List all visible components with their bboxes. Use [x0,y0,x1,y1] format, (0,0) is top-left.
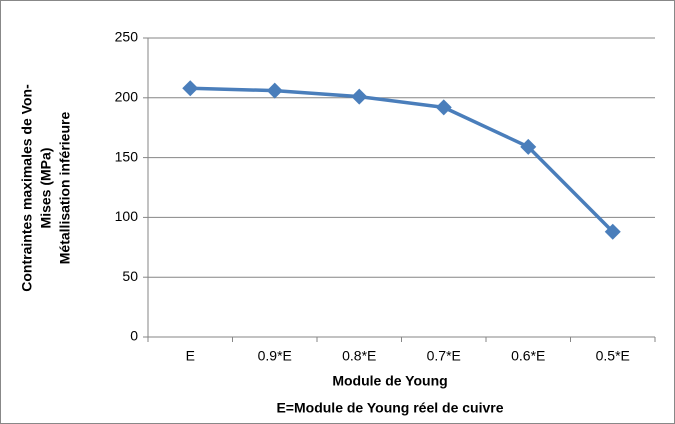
marker [351,88,368,105]
x-axis-label: E=Module de Young réel de cuivre [276,400,503,416]
x-tick-label: 0.9*E [258,348,292,364]
y-tick-label: 0 [130,328,138,344]
marker [520,138,537,155]
y-tick-label: 250 [115,29,139,45]
x-tick-label: E [186,348,195,364]
y-tick-label: 100 [115,208,139,224]
y-tick-label: 150 [115,148,139,164]
x-tick-label: 0.5*E [596,348,630,364]
line [190,86,614,233]
x-tick-label: 0.8*E [342,348,376,364]
y-tick-label: 200 [115,89,139,105]
marker [182,80,199,97]
x-tick-label: 0.7*E [427,348,461,364]
x-axis-label: Module de Young [332,373,447,389]
y-axis-label-group: Contraintes maximales de Von- Mises (MPa)… [19,84,73,292]
marker [435,99,452,116]
y-axis-label: Contraintes maximales de Von- [19,84,35,292]
y-axis-label: Mises (MPa) [38,148,54,229]
y-tick-label: 50 [122,268,138,284]
x-tick-label: 0.6*E [511,348,545,364]
y-axis-label: Métallisation inférieure [57,112,73,265]
marker [266,82,283,99]
marker [604,223,621,240]
